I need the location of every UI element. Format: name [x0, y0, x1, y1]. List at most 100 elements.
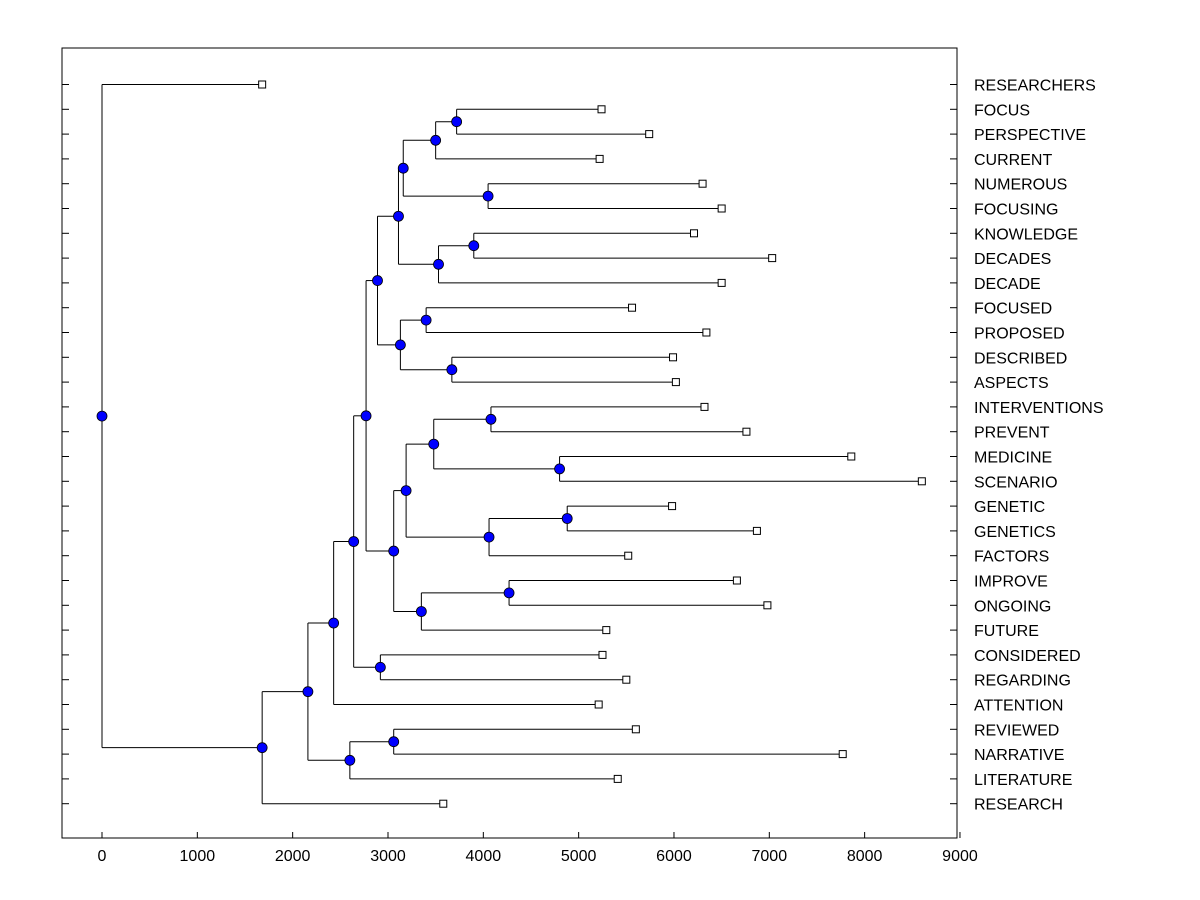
- merge-node: [96, 410, 108, 422]
- leaf-label: DESCRIBED: [974, 350, 1067, 367]
- merge-node: [503, 587, 515, 599]
- x-tick-label: 0: [98, 848, 107, 865]
- leaf-label: CONSIDERED: [974, 648, 1081, 665]
- merge-node: [348, 536, 360, 547]
- merge-node: [561, 513, 573, 524]
- leaf-label: LITERATURE: [974, 772, 1072, 789]
- merge-node: [388, 545, 400, 557]
- leaf-label: MEDICINE: [974, 450, 1052, 467]
- x-tick-label: 3000: [370, 848, 406, 865]
- merge-node: [374, 661, 386, 673]
- leaf-labels: RESEARCHERS FOCUS PERSPECTIVE CURRENT NUMERO…: [974, 78, 1104, 814]
- leaf-marker: [917, 477, 926, 486]
- leaf-marker: [622, 675, 631, 684]
- merge-node: [328, 617, 340, 629]
- leaf-marker: [258, 80, 267, 89]
- leaf-marker: [700, 402, 709, 411]
- leaf-label: REVIEWED: [974, 722, 1059, 739]
- merge-node: [393, 210, 404, 222]
- leaf-marker: [717, 278, 726, 287]
- merge-node: [302, 686, 314, 698]
- merge-node: [388, 736, 400, 748]
- x-tick-label: 2000: [275, 848, 311, 865]
- x-tick-label: 8000: [847, 848, 883, 865]
- leaf-marker: [598, 650, 607, 659]
- leaf-label: REGARDING: [974, 673, 1071, 690]
- merge-node: [468, 240, 480, 252]
- leaf-marker: [631, 725, 640, 734]
- merge-node: [360, 410, 372, 422]
- merge-node: [420, 314, 432, 326]
- dendrogram-links: [101, 84, 922, 805]
- leaf-label: CURRENT: [974, 152, 1052, 169]
- leaf-marker: [671, 378, 680, 387]
- leaf-marker: [624, 551, 633, 560]
- leaf-marker: [717, 204, 726, 213]
- merge-node: [485, 413, 497, 425]
- leaf-marker: [628, 303, 637, 312]
- leaf-label: ONGOING: [974, 598, 1051, 615]
- leaf-label: INTERVENTIONS: [974, 400, 1104, 417]
- leaf-label: GENETIC: [974, 499, 1045, 516]
- leaf-label: ASPECTS: [974, 375, 1049, 392]
- leaf-label: PREVENT: [974, 425, 1050, 442]
- x-axis: 0 1000 2000 3000 4000 5000 6000 7000 8000 9000: [98, 832, 978, 865]
- merge-node: [394, 339, 406, 351]
- leaf-label: IMPROVE: [974, 574, 1048, 591]
- leaf-label: RESEARCH: [974, 797, 1063, 814]
- merge-node: [433, 258, 444, 270]
- leaf-label: FOCUSING: [974, 202, 1058, 219]
- leaf-label: FUTURE: [974, 623, 1039, 640]
- x-tick-label: 7000: [752, 848, 788, 865]
- leaf-label: DECADES: [974, 251, 1051, 268]
- merge-node: [451, 116, 463, 128]
- leaf-label: SCENARIO: [974, 474, 1058, 491]
- leaf-label: FOCUS: [974, 102, 1030, 119]
- x-tick-label: 9000: [942, 848, 978, 865]
- leaf-marker: [597, 105, 606, 114]
- dendrogram-leaves: [258, 80, 926, 808]
- leaf-label: PERSPECTIVE: [974, 127, 1086, 144]
- leaf-label: NARRATIVE: [974, 747, 1064, 764]
- leaf-marker: [594, 700, 603, 709]
- x-tick-label: 1000: [180, 848, 216, 865]
- x-tick-label: 6000: [656, 848, 692, 865]
- x-tick-label: 4000: [466, 848, 502, 865]
- leaf-label: KNOWLEDGE: [974, 226, 1078, 243]
- merge-node: [400, 485, 412, 497]
- merge-node: [554, 463, 565, 475]
- merge-node: [428, 438, 440, 450]
- leaf-marker: [847, 452, 856, 461]
- leaf-marker: [732, 576, 741, 585]
- leaf-marker: [768, 254, 777, 263]
- axis-ticks: [62, 84, 957, 805]
- leaf-label: FACTORS: [974, 549, 1049, 566]
- leaf-label: ATTENTION: [974, 698, 1063, 715]
- leaf-marker: [763, 601, 772, 610]
- leaf-marker: [645, 130, 654, 139]
- leaf-marker: [838, 750, 847, 759]
- leaf-marker: [702, 328, 711, 337]
- merge-node: [430, 134, 442, 146]
- leaf-label: FOCUSED: [974, 301, 1052, 318]
- leaf-marker: [613, 774, 622, 783]
- leaf-marker: [595, 154, 604, 163]
- merge-node: [446, 364, 458, 376]
- leaf-marker: [752, 526, 761, 535]
- merge-node: [482, 190, 494, 202]
- x-tick-label: 5000: [561, 848, 597, 865]
- leaf-label: RESEARCHERS: [974, 78, 1096, 95]
- merge-node: [372, 275, 383, 286]
- merge-node: [397, 162, 409, 174]
- merge-node: [415, 606, 427, 617]
- merge-node: [256, 742, 268, 754]
- leaf-marker: [602, 626, 611, 635]
- leaf-label: NUMEROUS: [974, 177, 1067, 194]
- leaf-marker: [669, 353, 678, 362]
- leaf-marker: [439, 799, 448, 808]
- merge-node: [344, 754, 356, 766]
- leaf-label: DECADE: [974, 276, 1041, 293]
- merge-node: [483, 531, 495, 543]
- plot-frame: [61, 47, 958, 839]
- leaf-marker: [698, 179, 707, 188]
